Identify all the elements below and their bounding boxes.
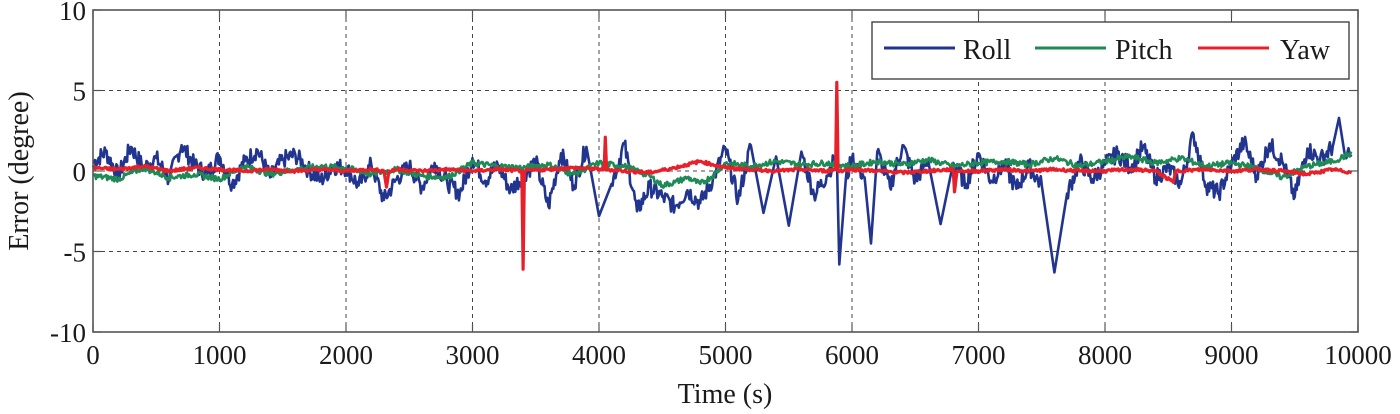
legend-item-pitch: Pitch [1035, 35, 1173, 66]
x-tick-label: 4000 [572, 340, 626, 370]
series-line-yaw [91, 80, 1353, 271]
x-tick-label: 10000 [1324, 340, 1392, 370]
x-tick-label: 9000 [1205, 340, 1259, 370]
legend-item-roll: Roll [884, 35, 1011, 66]
y-axis-ticks: -10 -5 0 5 10 [50, 0, 1358, 348]
y-tick-label: 0 [73, 157, 87, 187]
y-tick-label: -10 [50, 318, 86, 348]
x-tick-label: 1000 [193, 340, 247, 370]
x-tick-label: 8000 [1078, 340, 1132, 370]
x-tick-label: 5000 [699, 340, 753, 370]
legend-label-pitch: Pitch [1115, 35, 1173, 66]
x-tick-label: 2000 [319, 340, 373, 370]
legend-box [871, 21, 1350, 80]
x-axis-title: Time (s) [678, 379, 773, 410]
data-series [91, 80, 1353, 274]
y-tick-label: -5 [64, 238, 87, 268]
y-axis-title: Error (degree) [4, 91, 35, 250]
x-axis-ticks: 0 1000 2000 3000 4000 5000 6000 7000 8000 9000 100… [86, 10, 1392, 370]
legend-label-yaw: Yaw [1280, 35, 1331, 66]
y-tick-label: 5 [73, 77, 87, 107]
legend-item-yaw: Yaw [1198, 35, 1331, 66]
series-line-roll [92, 116, 1353, 274]
x-tick-label: 6000 [825, 340, 879, 370]
legend: Roll Pitch Yaw [871, 21, 1350, 80]
x-tick-label: 0 [86, 340, 100, 370]
legend-label-roll: Roll [963, 35, 1011, 66]
x-tick-label: 3000 [446, 340, 500, 370]
x-tick-label: 7000 [952, 340, 1006, 370]
y-tick-label: 10 [59, 0, 86, 26]
